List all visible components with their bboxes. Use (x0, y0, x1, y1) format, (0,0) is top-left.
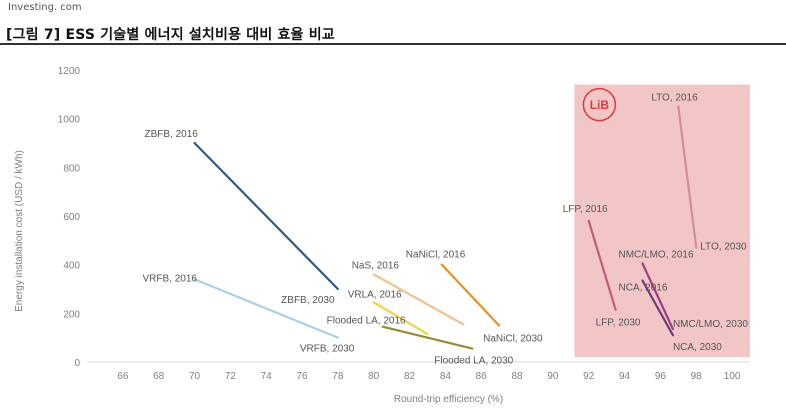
lib-region (574, 84, 750, 358)
data-label: NaNiCl, 2016 (406, 250, 466, 261)
lib-region-label: LiB (590, 98, 610, 112)
chart-area: LiB Energy installation cost (USD / kWh)… (14, 66, 750, 405)
series-line-vrla (372, 301, 429, 336)
y-tick-label: 600 (63, 212, 80, 223)
source-note: Investing. com (8, 2, 82, 13)
data-label: NCA, 2016 (618, 282, 667, 293)
x-axis-title: Round-trip efficiency (%) (394, 394, 503, 405)
x-tick-label: 92 (583, 371, 595, 382)
x-tick-label: 90 (547, 371, 559, 382)
series-line-vrfb (193, 278, 339, 339)
x-tick-label: 74 (261, 371, 273, 382)
y-tick-label: 800 (63, 163, 80, 174)
x-tick-label: 78 (332, 371, 344, 382)
lib-circle (582, 87, 617, 122)
x-tick-label: 100 (724, 371, 741, 382)
series-line-zbfb (193, 141, 339, 291)
x-tick-label: 98 (691, 371, 703, 382)
y-tick-label: 0 (74, 358, 80, 369)
title-divider (0, 43, 786, 45)
lib-region-layer: LiB (574, 84, 750, 358)
data-label: LTO, 2016 (651, 93, 698, 104)
series-line-nca (641, 279, 675, 337)
data-label: NCA, 2030 (673, 342, 722, 353)
y-axis-title: Energy installation cost (USD / kWh) (14, 150, 25, 312)
series-line-nmc-lmo (641, 262, 675, 331)
x-tick-label: 82 (404, 371, 416, 382)
axes: Energy installation cost (USD / kWh) Rou… (14, 66, 750, 405)
data-label: NaNiCl, 2030 (483, 334, 543, 345)
series-line-lto (677, 105, 698, 249)
data-label: Flooded LA, 2030 (434, 356, 513, 367)
x-tick-label: 88 (511, 371, 523, 382)
x-tick-label: 94 (619, 371, 631, 382)
x-tick-label: 84 (440, 371, 452, 382)
series-line-flooded-la (381, 325, 474, 350)
data-label: VRFB, 2030 (300, 344, 355, 355)
data-label: LFP, 2016 (563, 204, 608, 215)
x-tick-label: 72 (225, 371, 237, 382)
series-layer (193, 105, 698, 350)
y-tick-label: 400 (63, 261, 80, 272)
data-label: VRFB, 2016 (143, 273, 198, 284)
data-label: ZBFB, 2030 (281, 295, 335, 306)
data-label-layer: ZBFB, 2016 ZBFB, 2030 VRFB, 2016 VRFB, 2030… (143, 93, 749, 367)
data-label: LTO, 2030 (700, 242, 747, 253)
figure-title: [그림 7] ESS 기술별 에너지 설치비용 대비 효율 비교 (6, 27, 335, 43)
data-label: NaS, 2016 (352, 260, 400, 271)
y-tick-label: 1000 (58, 115, 81, 126)
x-tick-label: 80 (368, 371, 380, 382)
data-label: LFP, 2030 (596, 318, 641, 329)
figure-header: Investing. com [그림 7] ESS 기술별 에너지 설치비용 대… (0, 0, 786, 45)
x-tick-label: 76 (296, 371, 308, 382)
x-tick-label: 86 (476, 371, 488, 382)
data-label: Flooded LA, 2016 (327, 316, 406, 327)
series-line-lfp (587, 219, 617, 311)
x-tick-label: 96 (655, 371, 667, 382)
x-tick-label: 66 (117, 371, 129, 382)
x-tick-label: 70 (189, 371, 201, 382)
data-label: VRLA, 2016 (348, 289, 402, 300)
data-label: ZBFB, 2016 (145, 129, 199, 140)
data-label: NMC/LMO, 2030 (673, 319, 748, 330)
series-line-nanicl (440, 263, 501, 327)
y-tick-label: 200 (63, 309, 80, 320)
x-tick-label: 68 (153, 371, 165, 382)
y-tick-label: 1200 (58, 66, 81, 77)
data-label: NMC/LMO, 2016 (618, 249, 693, 260)
series-line-nas (372, 273, 465, 326)
